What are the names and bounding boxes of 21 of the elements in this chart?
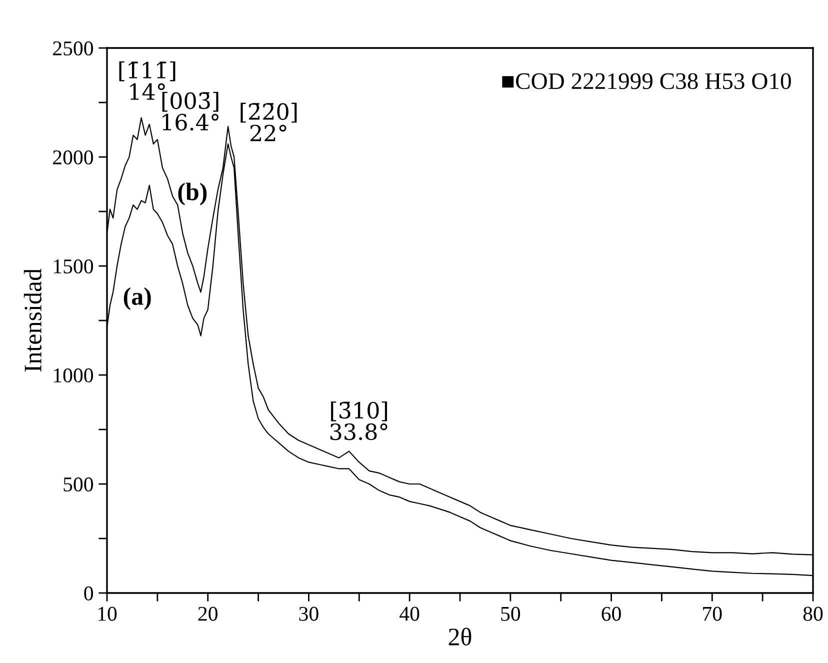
x-tick-label: 60	[602, 606, 621, 621]
x-tick-label: 70	[703, 606, 722, 621]
annotation: [3̄10] 33.8°	[330, 401, 388, 440]
y-tick-label: 2000	[53, 150, 94, 164]
y-axis-title: Intensidad	[24, 268, 42, 372]
y-tick-label: 1000	[54, 368, 94, 382]
x-tick-label: 80	[803, 606, 823, 621]
y-tick-label: 0	[84, 586, 94, 600]
y-tick-label: 1500	[54, 259, 94, 274]
x-tick-label: 20	[198, 606, 218, 621]
annotation: ■COD 2221999 C38 H53 O10	[502, 73, 791, 90]
y-tick-label: 2500	[53, 41, 94, 56]
x-tick-label: 40	[400, 606, 420, 621]
x-tick-label: 30	[299, 606, 318, 621]
annotation: (a)	[124, 287, 151, 310]
annotation: [2̄2̄0] 22°	[240, 102, 297, 142]
annotation: (b)	[178, 182, 207, 206]
y-tick-label: 500	[64, 477, 94, 492]
x-tick-label: 50	[501, 606, 520, 621]
x-tick-label: 10	[98, 606, 117, 621]
x-axis-title: 2θ	[448, 628, 472, 646]
